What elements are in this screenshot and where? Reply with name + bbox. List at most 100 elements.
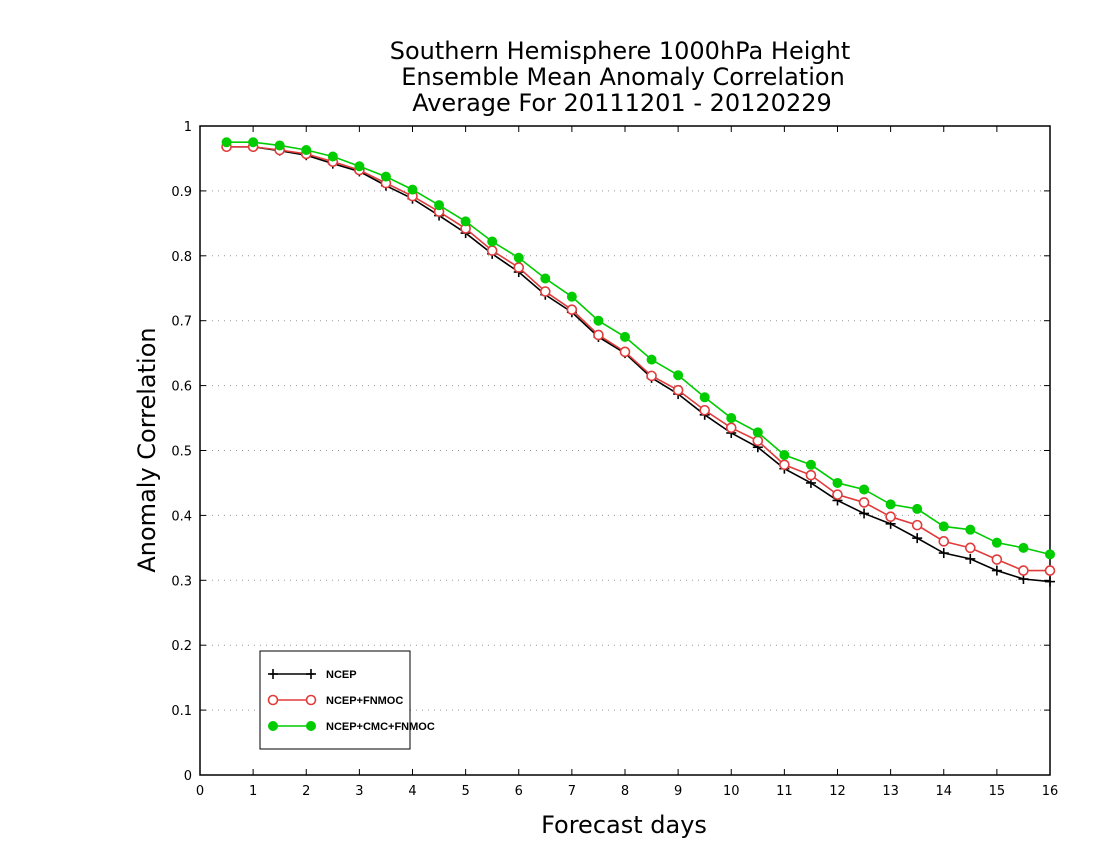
- data-point-ncep-fnmoc: [858, 497, 870, 508]
- x-tick-label: 15: [989, 784, 1006, 799]
- legend-marker-point: [306, 669, 316, 679]
- data-point-ncep-cmc-fnmoc: [726, 413, 737, 424]
- data-point-ncep-cmc-fnmoc: [1018, 542, 1029, 553]
- x-tick-label: 14: [935, 784, 952, 799]
- chart-title-line-1: Southern Hemisphere 1000hPa Height: [390, 37, 850, 65]
- chart-title-line-2: Ensemble Mean Anomaly Correlation: [401, 63, 845, 91]
- data-point-ncep-cmc-fnmoc: [646, 354, 657, 365]
- legend-label-ncep: NCEP: [326, 669, 357, 681]
- y-tick-label: 0.9: [171, 185, 192, 200]
- data-point-ncep-fnmoc: [911, 519, 923, 531]
- data-point-ncep-cmc-fnmoc: [407, 184, 418, 195]
- data-point-ncep-cmc-fnmoc: [620, 331, 630, 342]
- y-tick-label: 0.7: [171, 315, 192, 330]
- series-line-ncep: [226, 145, 1051, 583]
- y-tick-label: 0.4: [171, 509, 192, 524]
- data-point-ncep-cmc-fnmoc: [274, 140, 285, 151]
- data-point-ncep-cmc-fnmoc: [699, 392, 710, 403]
- data-point-ncep-fnmoc: [619, 346, 631, 358]
- y-axis-label: Anomaly Correlation: [133, 327, 161, 572]
- data-point-ncep: [965, 553, 976, 564]
- data-point-ncep-cmc-fnmoc: [301, 145, 312, 156]
- legend-label-ncep-cmc-fnmoc: NCEP+CMC+FNMOC: [326, 721, 435, 733]
- grid-lines: [200, 190, 1050, 711]
- data-point-ncep-cmc-fnmoc: [752, 427, 763, 438]
- data-point-ncep-fnmoc: [779, 459, 790, 471]
- data-point-ncep-fnmoc: [646, 370, 657, 382]
- legend-marker-ncep-fnmoc: [267, 694, 317, 706]
- data-point-ncep-fnmoc: [725, 422, 737, 434]
- x-tick-label: 16: [1042, 784, 1059, 799]
- data-point-ncep: [912, 533, 923, 544]
- data-point-ncep-fnmoc: [699, 404, 710, 416]
- data-point-ncep-cmc-fnmoc: [938, 521, 949, 532]
- y-tick-label: 1: [184, 120, 192, 135]
- x-axis-label: Forecast days: [541, 811, 707, 839]
- x-tick-label: 9: [674, 784, 682, 799]
- legend-marker-point: [305, 694, 317, 706]
- data-point-ncep-cmc-fnmoc: [487, 236, 498, 247]
- y-tick-label: 0: [184, 769, 192, 784]
- data-point-ncep-cmc-fnmoc: [859, 484, 870, 495]
- data-point-ncep-fnmoc: [805, 469, 817, 481]
- data-point-ncep-cmc-fnmoc: [885, 499, 896, 510]
- x-tick-label: 6: [515, 784, 523, 799]
- data-point-ncep-fnmoc: [1044, 565, 1056, 576]
- legend-marker-ncep: [268, 669, 316, 679]
- data-point-ncep-cmc-fnmoc: [805, 459, 816, 470]
- series-ncep-cmc-fnmoc: [221, 137, 1055, 560]
- data-point-ncep-fnmoc: [566, 304, 578, 315]
- data-point-ncep-cmc-fnmoc: [673, 370, 684, 381]
- legend-marker-point: [268, 669, 278, 679]
- x-tick-label: 10: [723, 784, 740, 799]
- data-point-ncep-cmc-fnmoc: [380, 171, 391, 182]
- data-point-ncep-cmc-fnmoc: [779, 450, 790, 461]
- data-point-ncep-cmc-fnmoc: [593, 315, 604, 326]
- data-point-ncep-fnmoc: [991, 554, 1003, 565]
- x-tick-label: 0: [196, 784, 204, 799]
- legend: NCEP NCEP+FNMOC NCEP+CMC+FNMOC: [259, 650, 435, 750]
- x-tick-label: 13: [882, 784, 899, 799]
- chart-title-line-3: Average For 20111201 - 20120229: [412, 89, 832, 117]
- data-point-ncep-fnmoc: [486, 245, 498, 256]
- data-point-ncep-fnmoc: [593, 329, 604, 341]
- legend-marker-point: [267, 694, 279, 706]
- series-line-ncep-fnmoc: [226, 145, 1050, 572]
- series-line-ncep-cmc-fnmoc: [226, 141, 1051, 556]
- x-tick-label: 7: [568, 784, 576, 799]
- x-tick-label: 1: [249, 784, 257, 799]
- data-point-ncep-fnmoc: [1018, 565, 1029, 576]
- data-point-ncep: [938, 548, 949, 559]
- x-tick-label: 12: [829, 784, 846, 799]
- legend-marker-point: [268, 721, 278, 731]
- x-tick-label: 11: [776, 784, 793, 799]
- data-point-ncep-fnmoc: [672, 384, 684, 396]
- data-point-ncep-fnmoc: [832, 489, 843, 500]
- data-point-ncep-cmc-fnmoc: [513, 252, 524, 263]
- data-point-ncep-cmc-fnmoc: [221, 137, 232, 148]
- legend-marker-point: [306, 721, 316, 731]
- data-point-ncep-cmc-fnmoc: [1045, 549, 1055, 560]
- x-tick-label: 5: [461, 784, 469, 799]
- y-tick-label: 0.2: [171, 639, 192, 654]
- y-tick-label: 0.8: [171, 250, 192, 265]
- data-point-ncep-cmc-fnmoc: [566, 291, 577, 302]
- data-point-ncep-cmc-fnmoc: [991, 537, 1002, 548]
- series-ncep-fnmoc: [221, 141, 1056, 576]
- x-tick-label: 3: [355, 784, 363, 799]
- legend-label-ncep-fnmoc: NCEP+FNMOC: [326, 695, 403, 707]
- x-tick-label: 2: [302, 784, 310, 799]
- axis-ticks: 00.10.20.30.40.50.60.70.80.910 1 2 3 4 5 6 7 8 9 1…: [171, 120, 1058, 799]
- x-tick-label: 8: [621, 784, 629, 799]
- y-tick-label: 0.1: [171, 704, 192, 719]
- data-point-ncep: [991, 565, 1002, 576]
- x-tick-label: 4: [408, 784, 416, 799]
- data-point-ncep-cmc-fnmoc: [912, 503, 923, 514]
- data-point-ncep-fnmoc: [752, 435, 764, 447]
- y-tick-label: 0.3: [171, 574, 192, 589]
- data-point-ncep-cmc-fnmoc: [248, 137, 259, 148]
- data-point-ncep-cmc-fnmoc: [540, 273, 551, 284]
- data-point-ncep-cmc-fnmoc: [832, 477, 843, 488]
- data-point-ncep-fnmoc: [540, 286, 551, 297]
